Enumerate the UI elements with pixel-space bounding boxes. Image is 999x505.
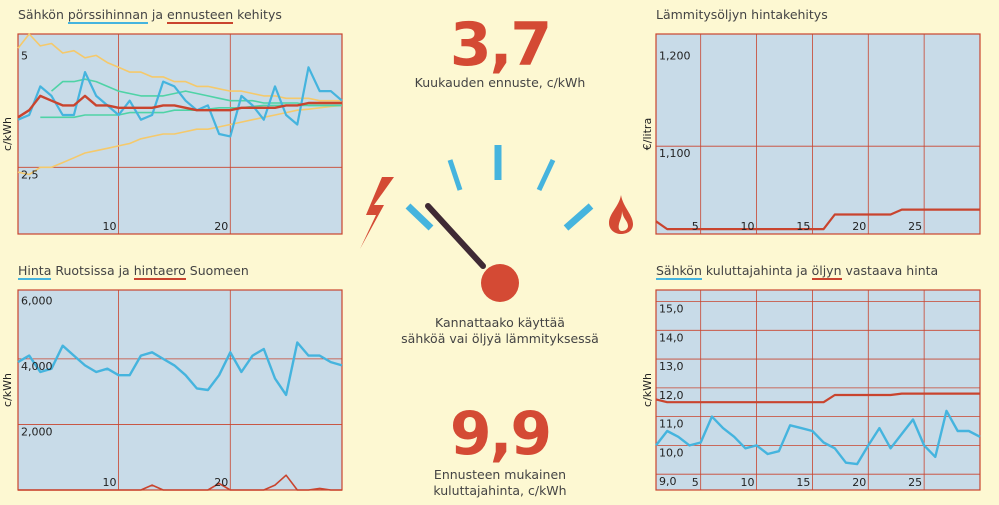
y-tick-label: 14,0: [659, 331, 684, 344]
consumer-price-label: Ennusteen mukainen kuluttajahinta, c/kWh: [380, 467, 620, 499]
y-axis-label: c/kWh: [1, 373, 14, 407]
title-text: Sähkön: [18, 7, 68, 22]
y-tick-label: 4,000: [21, 360, 53, 373]
title-text: kuluttajahinta ja: [701, 263, 812, 278]
series-line-green: [50, 78, 342, 107]
chart-title-spot-price: Sähkön pörssihinnan ja ennusteen kehitys: [18, 7, 282, 24]
gauge-needle: [425, 203, 486, 269]
forecast-label: Kuukauden ennuste, c/kWh: [414, 75, 586, 90]
title-text: vastaava hinta: [841, 263, 939, 278]
y-axis-label: c/kWh: [641, 373, 654, 407]
question-line-1: Kannattaako käyttää: [435, 315, 565, 330]
x-tick-label: 15: [796, 220, 810, 233]
series-line-blue: [17, 66, 343, 138]
x-tick-label: 20: [852, 476, 866, 489]
consumer-price-value: 9,9: [449, 399, 552, 469]
title-text: Suomeen: [185, 263, 249, 278]
x-tick-label: 15: [796, 476, 810, 489]
gauge-tick: [536, 158, 556, 192]
consumer-label-line-1: Ennusteen mukainen: [433, 467, 567, 482]
y-tick-label: 1,100: [659, 147, 691, 160]
y-tick-label: 5: [21, 49, 28, 62]
question-text: Kannattaako käyttää sähköä vai öljyä läm…: [370, 315, 630, 347]
x-tick-label: 5: [692, 476, 699, 489]
gauge-ticks: [405, 145, 594, 231]
title-text: kehitys: [233, 7, 282, 22]
series-line-red: [655, 208, 980, 231]
x-tick-label: 20: [852, 220, 866, 233]
series-line-red: [17, 94, 342, 119]
y-axis-label: c/kWh: [1, 117, 14, 151]
x-tick-label: 25: [908, 476, 922, 489]
gauge-tick: [447, 159, 463, 191]
sweden-price-chart: 10 20 6,000 4,000 2,000 c/kWh: [1, 289, 343, 491]
lightning-icon: [360, 177, 394, 249]
title-forecast-word: ennusteen: [167, 7, 234, 24]
plot-area: [17, 289, 343, 491]
y-tick-label: 2,000: [21, 425, 53, 438]
title-text: Ruotsissa ja: [51, 263, 134, 278]
question-line-2: sähköä vai öljyä lämmityksessä: [401, 331, 599, 346]
y-tick-label: 6,000: [21, 294, 53, 307]
y-tick-label: 12,0: [659, 389, 684, 402]
title-diff-word: hintaero: [133, 263, 186, 280]
y-tick-label: 2,5: [21, 168, 39, 181]
x-tick-label: 25: [908, 220, 922, 233]
plot-area: [655, 33, 981, 235]
title-spot-word: pörssihinnan: [67, 7, 148, 24]
forecast-value: 3,7: [449, 10, 552, 80]
y-tick-label: 15,0: [659, 303, 684, 316]
y-tick-label: 13,0: [659, 360, 684, 373]
series-line-blue: [655, 409, 981, 466]
title-text: ja: [147, 7, 167, 22]
chart-title-oil-price: Lämmitysöljyn hintakehitys: [656, 7, 828, 22]
consumer-price-chart: 5 10 15 20 25 15,0 14,0 13,0 12,0 11,0 10,0 9,0 c/kW…: [641, 289, 981, 491]
x-tick-label: 20: [214, 476, 228, 489]
title-price-word: Hinta: [18, 263, 52, 280]
plot-area: [655, 289, 981, 491]
y-tick-label: 9,0: [659, 475, 677, 488]
chart-title-sweden-price: Hinta Ruotsissa ja hintaero Suomeen: [18, 263, 249, 280]
x-tick-label: 10: [741, 220, 755, 233]
title-electricity-word: Sähkön: [656, 263, 702, 280]
series-line-yellow: [17, 104, 343, 176]
y-axis-label: €/litra: [641, 118, 654, 150]
chart-title-consumer-price: Sähkön kuluttajahinta ja öljyn vastaava …: [656, 263, 939, 280]
y-tick-label: 10,0: [659, 446, 684, 459]
consumer-label-line-2: kuluttajahinta, c/kWh: [433, 483, 567, 498]
x-tick-label: 10: [103, 220, 117, 233]
series-line-blue: [17, 341, 343, 397]
x-tick-label: 10: [103, 476, 117, 489]
x-tick-label: 10: [741, 476, 755, 489]
series-line-yellow: [17, 33, 342, 102]
gauge-hub: [481, 264, 519, 302]
y-tick-label: 11,0: [659, 418, 684, 431]
gauge-icon: [405, 145, 594, 302]
gauge-tick: [563, 203, 594, 231]
y-tick-label: 1,200: [659, 50, 691, 63]
plot-area: [17, 33, 343, 235]
gauge-tick: [405, 203, 434, 231]
oil-price-chart: 5 10 15 20 25 1,200 1,100 €/litra: [641, 33, 981, 235]
spot-price-chart: 10 20 5 2,5 c/kWh: [1, 33, 343, 235]
flame-drop-icon: [609, 195, 633, 234]
x-tick-label: 5: [692, 220, 699, 233]
series-line-red: [655, 392, 980, 404]
series-line-red: [18, 474, 342, 491]
title-oil-word: öljyn: [811, 263, 842, 280]
x-tick-label: 20: [214, 220, 228, 233]
